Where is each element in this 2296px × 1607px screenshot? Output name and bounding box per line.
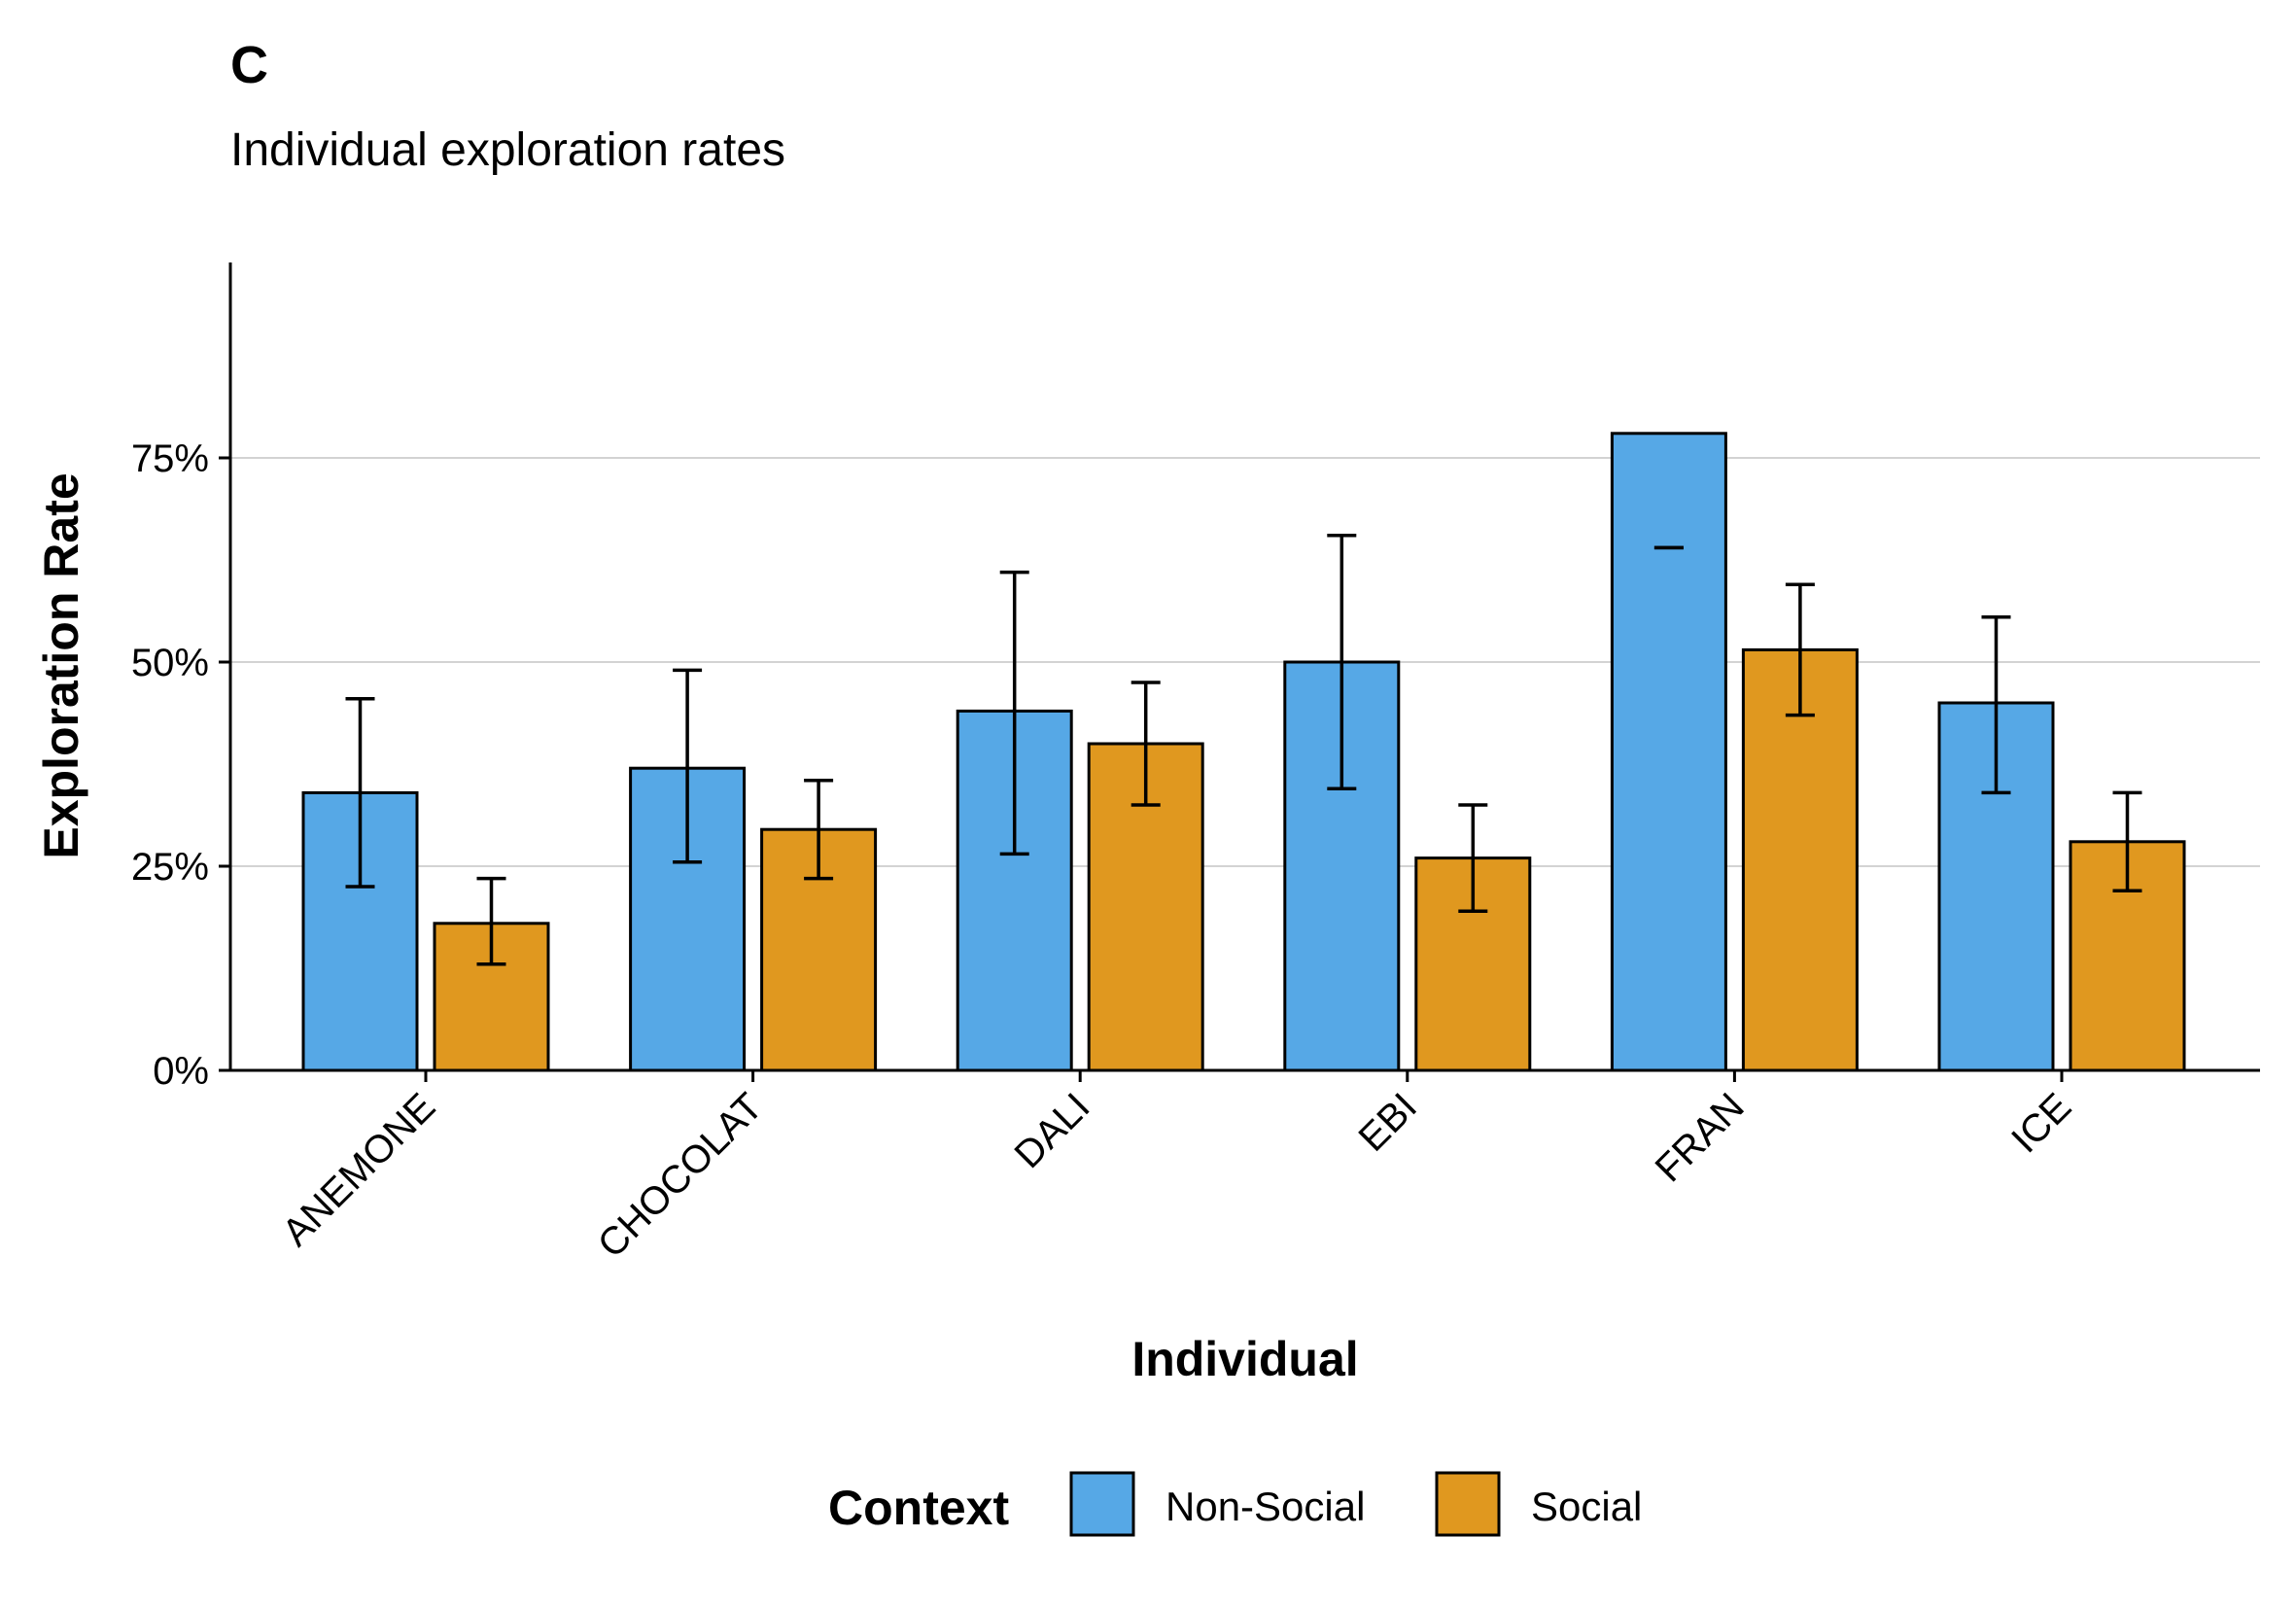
error-bar <box>1458 803 1488 913</box>
error-bars <box>345 534 2142 966</box>
legend-swatch-social <box>1435 1471 1501 1537</box>
bar-social-fran <box>1741 647 1859 1072</box>
x-axis-title: Individual <box>1131 1332 1358 1386</box>
error-bar <box>2112 790 2142 892</box>
legend-swatch-non-social <box>1069 1471 1135 1537</box>
x-tick-label: ICE <box>2003 1085 2079 1161</box>
error-bar <box>673 668 703 864</box>
error-bar <box>1131 681 1161 807</box>
x-tick-label: CHOCOLAT <box>590 1085 771 1266</box>
x-tick-label: EBI <box>1350 1085 1425 1160</box>
x-tick-label: FRAN <box>1648 1085 1753 1190</box>
y-tick-label: 25% <box>131 846 209 889</box>
legend-label-non-social: Non-Social <box>1165 1484 1365 1529</box>
x-axis-ticks: ANEMONE CHOCOLAT DALI EBI FRAN ICE <box>274 1070 2079 1266</box>
error-bar <box>804 779 834 881</box>
legend: Context Non-Social Social <box>828 1471 1642 1537</box>
chart-subtitle: Individual exploration rates <box>230 124 785 176</box>
y-axis-title: Exploration Rate <box>34 472 88 858</box>
error-bar <box>345 697 375 889</box>
bars <box>301 432 2186 1072</box>
legend-label-social: Social <box>1531 1484 1642 1529</box>
x-tick-label: ANEMONE <box>274 1085 443 1254</box>
y-tick-label: 50% <box>131 642 209 684</box>
bar-non-social-fran <box>1610 432 1727 1072</box>
legend-title: Context <box>828 1481 1009 1535</box>
error-bar <box>1981 615 2011 795</box>
error-bar <box>1327 534 1357 790</box>
x-tick-label: DALI <box>1007 1085 1098 1176</box>
y-tick-label: 0% <box>153 1050 209 1093</box>
error-bar <box>999 570 1029 856</box>
gridlines <box>230 457 2260 867</box>
error-bar <box>476 876 506 966</box>
error-bar <box>1785 582 1815 717</box>
panel-label: C <box>230 36 268 94</box>
y-tick-label: 75% <box>131 437 209 480</box>
y-axis-ticks: 0% 25% 50% 75% <box>131 437 230 1093</box>
